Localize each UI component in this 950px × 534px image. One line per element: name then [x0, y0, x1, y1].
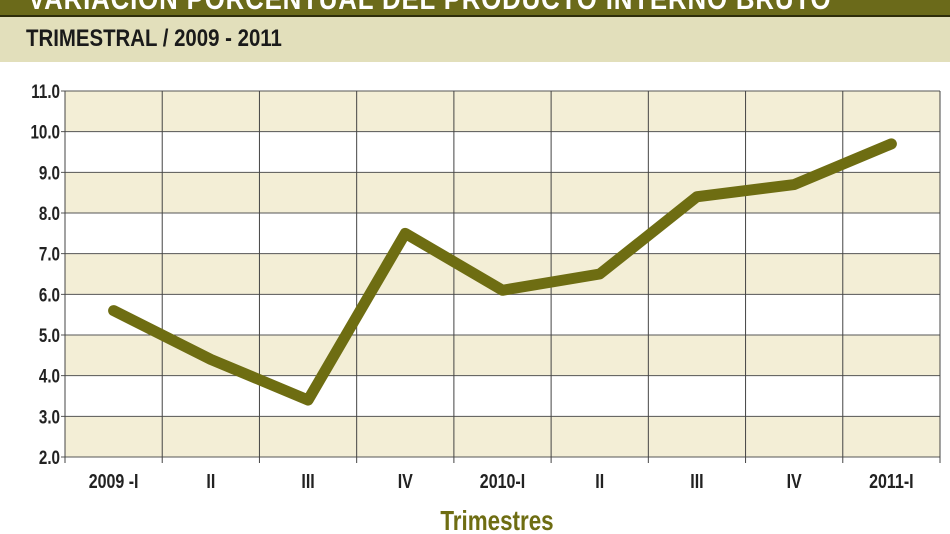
x-tick-label: II	[595, 470, 604, 492]
y-tick-label: 10.0	[30, 121, 60, 143]
y-tick-label: 3.0	[39, 406, 60, 428]
chart-title-bar: VARIACIÓN PORCENTUAL DEL PRODUCTO INTERN…	[0, 0, 950, 17]
y-tick-label: 8.0	[39, 202, 60, 224]
x-tick-label: 2009 -I	[89, 470, 139, 492]
data-point	[890, 142, 893, 145]
y-tick-label: 2.0	[39, 446, 60, 468]
x-tick-label: IV	[787, 470, 802, 492]
data-point	[793, 183, 796, 186]
x-tick-label: IV	[398, 470, 413, 492]
x-tick-label: II	[206, 470, 215, 492]
data-point	[404, 232, 407, 235]
y-tick-label: 4.0	[39, 365, 60, 387]
y-tick-label: 5.0	[39, 324, 60, 346]
x-tick-label: III	[301, 470, 314, 492]
y-tick-label: 9.0	[39, 162, 60, 184]
y-tick-label: 11.0	[31, 80, 60, 102]
x-tick-label: III	[690, 470, 703, 492]
chart-subtitle: TRIMESTRAL / 2009 - 2011	[26, 25, 282, 52]
data-point	[112, 309, 115, 312]
data-point	[598, 273, 601, 275]
chart-subtitle-bar: TRIMESTRAL / 2009 - 2011	[0, 17, 950, 62]
grid-band	[65, 416, 940, 457]
x-tick-label: 2010-I	[480, 470, 525, 492]
data-point	[695, 195, 698, 198]
x-tick-label: 2011-I	[869, 470, 913, 492]
chart-title: VARIACIÓN PORCENTUAL DEL PRODUCTO INTERN…	[28, 0, 831, 15]
data-point	[501, 289, 504, 292]
y-tick-label: 7.0	[39, 243, 60, 265]
data-point	[307, 399, 310, 402]
grid-band	[65, 91, 940, 132]
x-axis-title: Trimestres	[440, 506, 553, 534]
data-point	[209, 358, 212, 361]
y-tick-label: 6.0	[39, 284, 60, 306]
